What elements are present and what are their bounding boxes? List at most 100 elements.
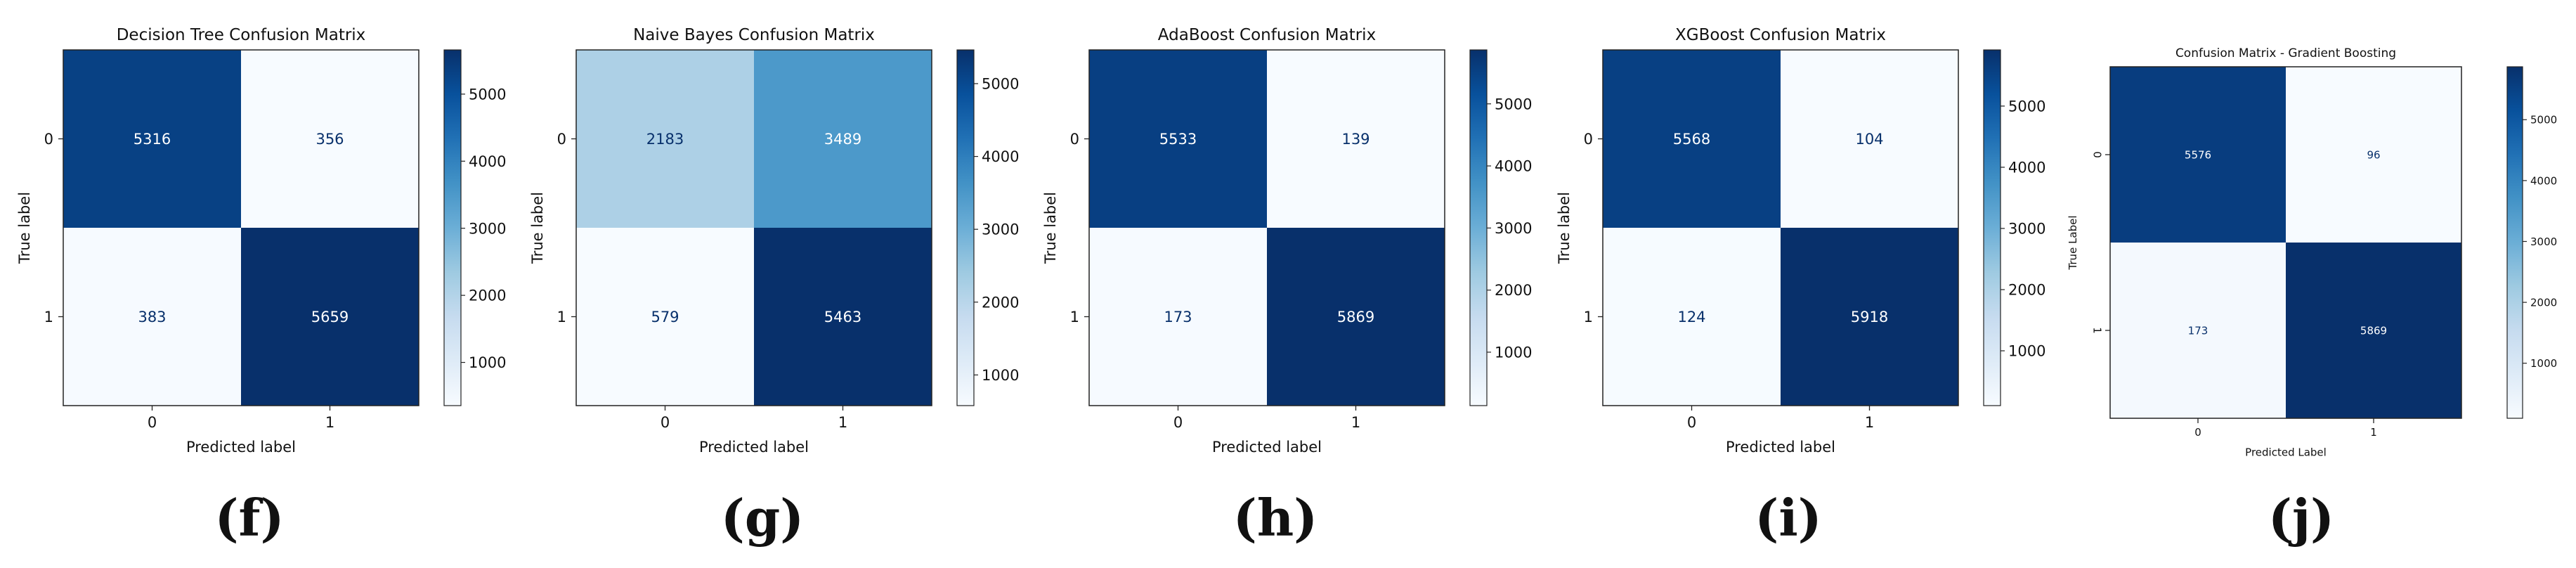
cell-value-label: 5659 — [311, 309, 349, 325]
colorbar-tick-label: 5000 — [2008, 98, 2045, 115]
colorbar-tick-label: 1000 — [2530, 357, 2557, 370]
heatmap-cell — [576, 228, 754, 406]
x-tick-label: 1 — [838, 414, 847, 431]
heatmap-cell — [1267, 50, 1445, 228]
colorbar — [2506, 66, 2523, 419]
y-tick-label: 1 — [44, 309, 53, 325]
x-axis-label: Predicted label — [1212, 439, 1322, 456]
subfigure-caption: (i) — [1755, 488, 1821, 548]
chart-title: Confusion Matrix - Gradient Boosting — [2175, 46, 2396, 60]
cell-value-label: 5463 — [824, 309, 861, 325]
colorbar-tick-label: 3000 — [2530, 235, 2557, 248]
heatmap-cell — [1781, 228, 1958, 406]
x-axis-label: Predicted label — [186, 439, 296, 456]
heatmap-frame — [575, 49, 932, 406]
cell-value-label: 5869 — [1337, 309, 1374, 325]
heatmap-cell — [576, 50, 754, 228]
colorbar-tick-label: 3000 — [469, 220, 506, 237]
colorbar-tick-label: 5000 — [469, 86, 506, 103]
cell-value-label: 173 — [1164, 309, 1192, 325]
colorbar-tick-label: 1000 — [982, 367, 1019, 384]
heatmap-cell — [1267, 228, 1445, 406]
colorbar-tick-label: 4000 — [2008, 159, 2045, 176]
x-tick-label: 0 — [2194, 426, 2201, 439]
heatmap-cell — [1781, 50, 1958, 228]
heatmap-cell — [1089, 50, 1267, 228]
colorbar-tick-label: 4000 — [2530, 174, 2557, 187]
x-tick-label: 0 — [661, 414, 670, 431]
y-tick-label: 1 — [1070, 309, 1079, 325]
colorbar-tick-label: 5000 — [982, 76, 1019, 93]
chart-2: 5533 139 173 5869 AdaBoost Confusion Matrix 0… — [1042, 26, 1532, 548]
cell-value-label: 3489 — [824, 131, 861, 148]
cell-value-label: 5576 — [2185, 148, 2211, 161]
chart-4: 5576 96 173 5869 Confusion Matrix - Gradient… — [2067, 46, 2557, 548]
colorbar-tick-label: 4000 — [469, 153, 506, 170]
cell-value-label: 5316 — [134, 131, 171, 148]
cell-value-label: 139 — [1341, 131, 1370, 148]
x-axis-label: Predicted label — [699, 439, 809, 456]
heatmap-frame — [2109, 66, 2462, 419]
x-tick-label: 1 — [2370, 426, 2377, 439]
colorbar-tick-label: 3000 — [982, 221, 1019, 238]
subfigure-caption: (f) — [214, 488, 284, 548]
cell-value-label: 579 — [651, 309, 679, 325]
heatmap-frame — [1602, 49, 1959, 406]
colorbar — [443, 49, 462, 406]
x-tick-label: 1 — [325, 414, 334, 431]
cell-value-label: 356 — [316, 131, 344, 148]
colorbar-tick-label: 3000 — [2008, 221, 2045, 238]
subfigure-caption: (j) — [2268, 488, 2334, 548]
y-tick-label: 0 — [2091, 151, 2104, 158]
heatmap-cell — [1603, 50, 1781, 228]
x-axis-label: Predicted label — [1726, 439, 1835, 456]
heatmap-cell — [2110, 243, 2286, 418]
heatmap-frame — [63, 49, 419, 406]
colorbar-tick-label: 2000 — [2530, 296, 2557, 309]
heatmap-cell — [1089, 228, 1267, 406]
y-tick-label: 1 — [2091, 327, 2104, 334]
heatmap-cell — [754, 228, 932, 406]
chart-title: Naive Bayes Confusion Matrix — [633, 26, 875, 44]
x-axis-label: Predicted Label — [2245, 446, 2327, 459]
heatmap-cell — [63, 50, 241, 228]
colorbar-tick-label: 4000 — [1495, 158, 1532, 175]
chart-title: AdaBoost Confusion Matrix — [1158, 26, 1376, 44]
heatmap-cell — [1603, 228, 1781, 406]
chart-1: 2183 3489 579 5463 Naive Bayes Confusion Mat… — [529, 26, 1019, 548]
colorbar-tick-label: 2000 — [2008, 282, 2045, 299]
chart-3: 5568 104 124 5918 XGBoost Confusion Matrix 0 1… — [1556, 26, 2045, 548]
y-tick-label: 0 — [44, 131, 53, 148]
colorbar-tick-label: 3000 — [1495, 220, 1532, 237]
y-tick-label: 0 — [557, 131, 566, 148]
y-axis-label: True Label — [2067, 215, 2079, 270]
y-tick-label: 0 — [1584, 131, 1593, 148]
heatmap-cell — [241, 228, 419, 406]
chart-title: XGBoost Confusion Matrix — [1675, 26, 1886, 44]
y-tick-label: 1 — [1584, 309, 1593, 325]
heatmap-cell — [754, 50, 932, 228]
colorbar-tick-label: 1000 — [2008, 343, 2045, 360]
subfigure-caption: (h) — [1233, 488, 1318, 548]
y-axis-label: True label — [1042, 192, 1059, 264]
colorbar-tick-label: 1000 — [469, 354, 506, 371]
y-axis-label: True label — [16, 192, 33, 264]
colorbar — [1469, 49, 1488, 406]
colorbar-tick-label: 4000 — [982, 148, 1019, 165]
cell-value-label: 2183 — [646, 131, 684, 148]
y-tick-label: 0 — [1070, 131, 1079, 148]
x-tick-label: 1 — [1351, 414, 1360, 431]
cell-value-label: 383 — [138, 309, 166, 325]
cell-value-label: 104 — [1855, 131, 1883, 148]
colorbar — [956, 49, 975, 406]
colorbar-tick-label: 2000 — [469, 288, 506, 304]
colorbar-tick-label: 5000 — [2530, 114, 2557, 127]
heatmap-cell — [63, 228, 241, 406]
x-tick-label: 0 — [1687, 414, 1696, 431]
cell-value-label: 5533 — [1159, 131, 1197, 148]
colorbar-tick-label: 2000 — [1495, 282, 1532, 299]
x-tick-label: 1 — [1865, 414, 1874, 431]
colorbar-tick-label: 2000 — [982, 294, 1019, 311]
cell-value-label: 173 — [2188, 324, 2209, 337]
